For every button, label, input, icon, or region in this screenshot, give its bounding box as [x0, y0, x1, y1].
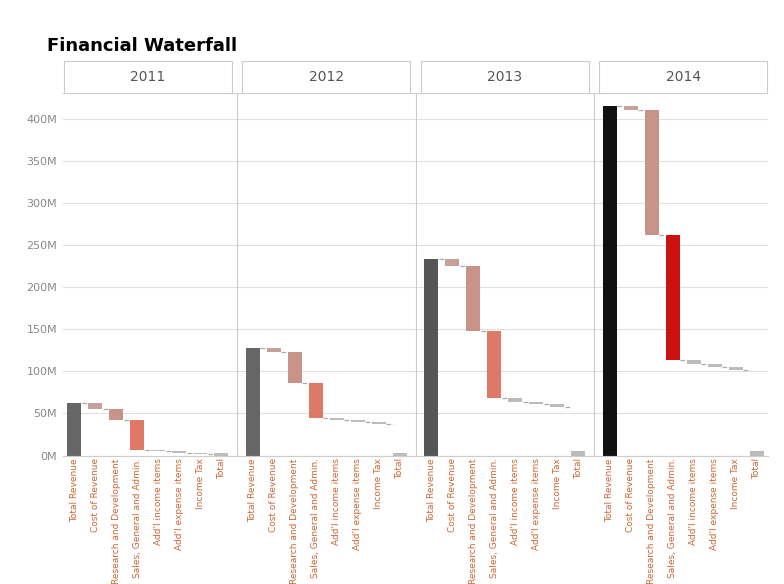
Bar: [151, 450, 165, 451]
Bar: [309, 383, 322, 419]
Text: 2012: 2012: [309, 71, 344, 84]
Bar: [372, 422, 386, 423]
Bar: [445, 259, 459, 266]
Bar: [750, 451, 764, 456]
Bar: [424, 259, 438, 456]
Text: 2014: 2014: [666, 71, 701, 84]
Bar: [194, 453, 207, 454]
Text: 2011: 2011: [130, 71, 165, 84]
Bar: [488, 331, 501, 398]
Bar: [603, 106, 616, 456]
Bar: [351, 420, 365, 422]
Bar: [67, 404, 81, 456]
Bar: [666, 235, 680, 360]
Bar: [509, 398, 522, 402]
Text: 2013: 2013: [487, 71, 522, 84]
Bar: [172, 451, 186, 453]
Bar: [393, 453, 407, 456]
Bar: [529, 402, 543, 404]
Bar: [645, 110, 659, 235]
Bar: [110, 409, 123, 420]
Bar: [624, 106, 637, 110]
Bar: [550, 404, 564, 406]
Bar: [729, 367, 742, 370]
Bar: [708, 364, 721, 367]
Bar: [89, 404, 102, 409]
Bar: [215, 453, 228, 456]
Bar: [466, 266, 480, 331]
Text: Financial Waterfall: Financial Waterfall: [47, 37, 238, 55]
Bar: [687, 360, 701, 364]
Bar: [572, 451, 585, 456]
Bar: [130, 420, 144, 450]
Bar: [330, 419, 343, 420]
Bar: [246, 347, 260, 456]
Bar: [288, 352, 302, 383]
Bar: [267, 347, 281, 352]
